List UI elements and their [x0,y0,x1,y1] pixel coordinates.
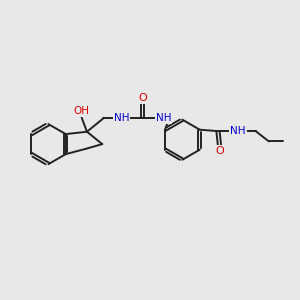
Text: O: O [215,146,224,156]
Text: NH: NH [230,126,246,136]
Text: NH: NH [114,113,129,124]
Text: O: O [138,93,147,103]
Text: OH: OH [74,106,90,116]
Text: NH: NH [156,113,172,124]
